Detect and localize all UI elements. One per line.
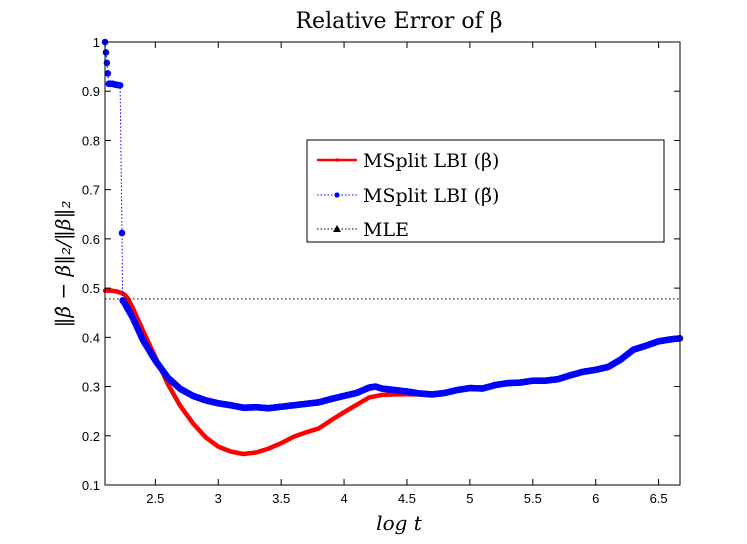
y-tick-label: 0.2: [82, 429, 100, 444]
x-axis-label: log t: [376, 511, 423, 535]
data-point: [204, 435, 208, 439]
data-point: [329, 418, 334, 422]
legend-item-2: MLE: [317, 219, 409, 241]
data-point: [279, 441, 283, 445]
legend-box: [306, 139, 665, 243]
y-tick-label: 0.6: [82, 232, 100, 247]
legend-marker: [335, 158, 339, 162]
x-tick-label: 5: [466, 491, 473, 506]
data-point: [355, 403, 359, 407]
data-point: [266, 446, 271, 451]
axes-layer: 2.5 3 3.5 4 4.5 5 5.5 6 6.5 0.1 0.2 0.3 0.4 0.5 0.6 0.7…: [82, 35, 681, 506]
x-tick-label: 2.5: [146, 491, 164, 506]
x-tick-label: 3: [215, 491, 222, 506]
legend: MSplit LBI (β) MSplit LBI (β̃) MLE: [306, 139, 665, 243]
legend-label: MLE: [363, 219, 409, 241]
data-point: [304, 430, 308, 434]
data-point: [392, 392, 396, 397]
y-tick-label: 0.7: [82, 183, 100, 198]
x-tick-label: 6.5: [650, 491, 668, 506]
data-point: [191, 421, 195, 426]
data-point: [380, 393, 384, 397]
legend-item-0: MSplit LBI (β): [317, 150, 499, 172]
legend-label: MSplit LBI (β): [363, 150, 499, 172]
data-point: [241, 452, 246, 456]
x-tick-label: 4: [340, 491, 347, 506]
y-tick-label: 0.5: [82, 281, 100, 296]
legend-marker: [334, 192, 340, 198]
plot-area: [105, 42, 680, 485]
data-point: [118, 229, 126, 237]
x-tick-label: 3.5: [272, 491, 290, 506]
data-point: [122, 292, 126, 296]
legend-item-1: MSplit LBI (β̃): [317, 185, 499, 207]
y-tick-label: 0.1: [82, 478, 100, 493]
legend-marker: [333, 225, 341, 232]
x-tick-label: 4.5: [398, 491, 416, 506]
plot-background: [105, 42, 680, 485]
data-point: [178, 404, 183, 408]
series-0: [102, 288, 435, 457]
data-point: [102, 49, 110, 56]
data-point: [109, 288, 113, 293]
data-point: [367, 395, 371, 399]
x-tick-label: 5.5: [524, 491, 542, 506]
data-point: [292, 435, 296, 439]
series-1: [101, 38, 684, 412]
y-tick-label: 1: [93, 35, 100, 50]
series-layer: [101, 38, 684, 457]
data-point: [126, 296, 130, 300]
y-tick-label: 0.9: [82, 84, 100, 99]
data-point: [216, 445, 220, 449]
data-point: [317, 426, 321, 430]
data-point: [104, 70, 112, 77]
data-point: [166, 382, 170, 386]
series-line-0: [102, 288, 435, 457]
y-tick-label: 0.4: [82, 330, 100, 345]
data-point: [115, 289, 120, 294]
data-point: [342, 410, 346, 414]
y-axis-label: ‖β̂ − β‖₂/‖β‖₂: [51, 201, 76, 328]
data-point: [116, 82, 124, 89]
legend-label: MSplit LBI (β̃): [363, 185, 499, 207]
data-point: [254, 450, 258, 455]
data-point: [229, 449, 233, 454]
y-tick-label: 0.8: [82, 133, 100, 148]
axes-box: [104, 41, 681, 486]
data-point: [131, 306, 135, 310]
y-tick-label: 0.3: [82, 380, 100, 395]
x-tick-label: 6: [592, 491, 599, 506]
chart-title: Relative Error of β: [295, 9, 502, 34]
